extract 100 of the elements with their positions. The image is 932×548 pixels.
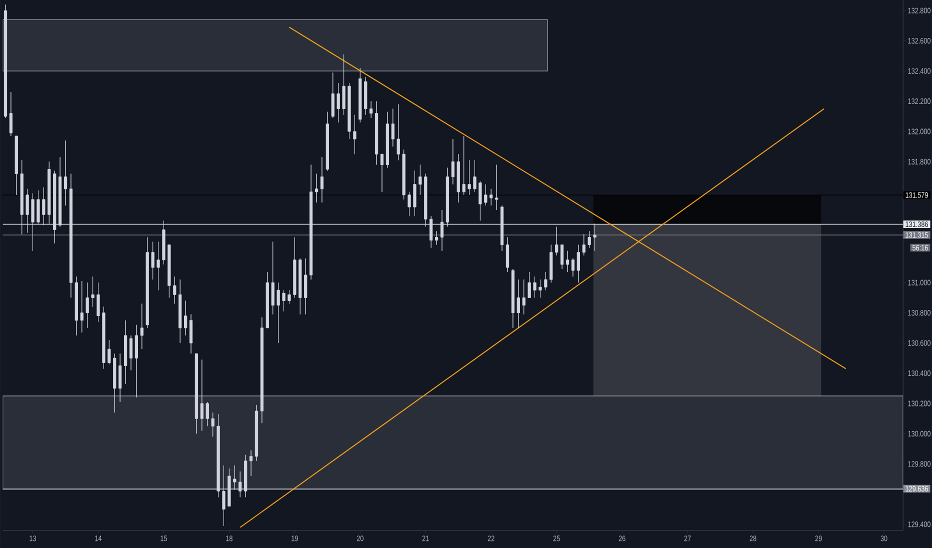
candlestick xyxy=(118,353,122,402)
candlestick xyxy=(435,230,438,245)
candlestick xyxy=(528,272,531,298)
candlestick xyxy=(26,188,29,233)
candlestick xyxy=(370,100,373,118)
candlestick xyxy=(342,54,346,115)
candlestick xyxy=(254,404,258,461)
candlestick xyxy=(162,220,166,265)
candlestick xyxy=(374,100,378,165)
candlestick xyxy=(413,170,416,216)
candlestick xyxy=(53,170,56,244)
candlestick xyxy=(326,111,329,171)
candlestick xyxy=(418,164,422,196)
candlestick xyxy=(4,4,8,118)
candlestick xyxy=(511,268,515,328)
candlestick xyxy=(500,205,504,251)
candlestick xyxy=(206,402,209,426)
candlestick xyxy=(353,114,356,154)
candlestick xyxy=(538,279,542,298)
candlestick xyxy=(560,244,564,270)
candlestick xyxy=(484,184,488,206)
candlestick xyxy=(216,414,220,498)
candlestick xyxy=(74,276,78,336)
candlestick xyxy=(451,138,454,184)
candlestick xyxy=(260,316,264,424)
candlestick xyxy=(516,279,520,328)
candlestick xyxy=(293,236,296,298)
candlestick xyxy=(430,216,433,248)
candlestick xyxy=(178,279,182,344)
candlestick xyxy=(124,320,128,384)
candlestick xyxy=(266,272,269,328)
candlestick xyxy=(64,140,68,206)
candlestick xyxy=(473,160,476,192)
candlestick xyxy=(129,335,133,370)
candlestick xyxy=(446,167,450,227)
candlestick xyxy=(495,164,498,210)
candlestick xyxy=(151,241,154,280)
candlestick xyxy=(156,241,160,290)
candlestick xyxy=(113,353,116,413)
candlestick xyxy=(555,226,558,256)
candlestick xyxy=(391,108,394,147)
candlestick xyxy=(108,340,111,364)
candlestick xyxy=(550,244,553,283)
candlestick xyxy=(533,276,536,298)
candlestick xyxy=(402,149,406,200)
candlestick xyxy=(228,468,231,506)
candlestick xyxy=(304,258,308,314)
candlestick xyxy=(211,412,214,437)
candlestick xyxy=(200,359,204,431)
candlestick xyxy=(456,154,460,203)
candlestick xyxy=(244,454,248,498)
candlestick xyxy=(506,236,510,272)
candlestick xyxy=(233,465,236,490)
candlestick xyxy=(462,136,466,196)
candlestick xyxy=(314,173,318,203)
candlestick xyxy=(20,160,24,234)
candlestick xyxy=(91,276,94,307)
candlestick xyxy=(42,186,46,226)
candlestick xyxy=(571,258,575,277)
candlestick xyxy=(184,300,188,336)
candlestick xyxy=(86,282,89,328)
candlestick xyxy=(478,180,482,221)
candlestick xyxy=(173,276,176,304)
candlestick xyxy=(440,210,444,251)
candlestick xyxy=(582,234,586,256)
candlestick xyxy=(336,82,340,122)
candlestick xyxy=(490,188,493,206)
candlestick xyxy=(58,156,62,227)
candlestick xyxy=(468,160,471,196)
candlestick xyxy=(276,282,280,344)
candlestick xyxy=(36,190,40,224)
candlestick xyxy=(282,290,286,312)
candlestick xyxy=(288,290,291,304)
candlestick xyxy=(102,306,106,369)
candlestick xyxy=(189,314,193,354)
candlestick xyxy=(544,272,548,290)
candlestick xyxy=(522,279,526,314)
candlestick xyxy=(168,244,171,298)
candlestick xyxy=(380,154,384,192)
candlestick xyxy=(396,104,400,160)
candlestick xyxy=(320,156,324,203)
candlestick xyxy=(31,193,34,251)
candlestick xyxy=(358,68,362,122)
candlestick xyxy=(566,250,570,272)
candlestick xyxy=(593,223,596,251)
candlestick xyxy=(9,92,13,136)
candlestick xyxy=(271,241,274,314)
candlestick xyxy=(348,82,351,140)
candlestick xyxy=(14,136,18,196)
candlestick xyxy=(298,258,302,314)
candlestick xyxy=(80,280,84,333)
candlestick xyxy=(424,173,428,227)
candlestick xyxy=(222,465,226,526)
candlestick xyxy=(194,353,198,434)
candlestick xyxy=(48,161,51,224)
candlestick xyxy=(331,72,334,118)
candlestick xyxy=(134,324,138,398)
candlestick xyxy=(146,236,149,328)
candlestick xyxy=(364,76,368,115)
candlestick xyxy=(238,471,242,498)
